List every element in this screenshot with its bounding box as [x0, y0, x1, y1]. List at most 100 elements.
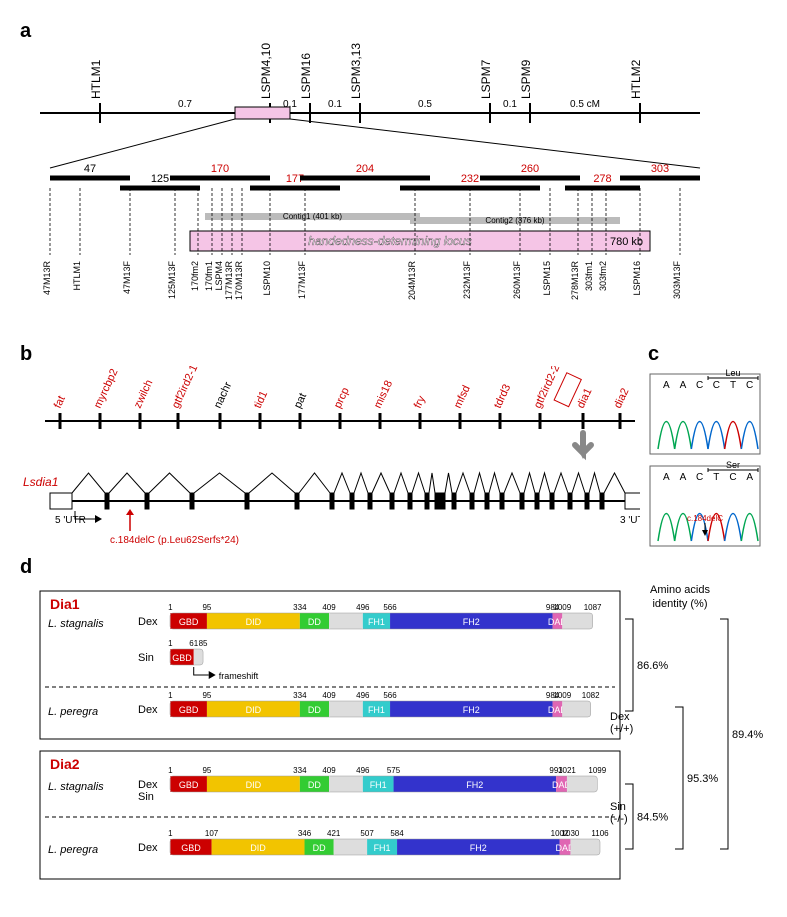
svg-text:334: 334 [293, 603, 307, 612]
svg-text:FH2: FH2 [463, 705, 480, 715]
svg-text:177M13F: 177M13F [297, 261, 307, 300]
svg-text:LSPM16: LSPM16 [632, 261, 642, 296]
svg-text:A: A [663, 380, 670, 391]
panel-c-label: c [648, 343, 659, 365]
svg-text:575: 575 [387, 766, 401, 775]
svg-text:DID: DID [246, 780, 262, 790]
svg-text:nachr: nachr [212, 380, 235, 410]
svg-text:L. stagnalis: L. stagnalis [48, 781, 104, 793]
svg-text:47M13R: 47M13R [42, 261, 52, 296]
svg-text:pat: pat [292, 391, 309, 410]
svg-text:gtf2ird2-1: gtf2ird2-1 [170, 366, 201, 410]
svg-text:170fm2: 170fm2 [190, 261, 200, 291]
svg-text:T: T [713, 472, 719, 483]
svg-text:GBD: GBD [179, 780, 199, 790]
svg-text:L. peregra: L. peregra [48, 844, 98, 856]
svg-text:204M13R: 204M13R [407, 261, 417, 301]
svg-text:85: 85 [199, 639, 208, 648]
panel-b: b fatmyrcbp2zwilchgtf2ird2-1nachrtid1pat… [20, 343, 640, 556]
svg-text:FH2: FH2 [463, 617, 480, 627]
svg-text:FH1: FH1 [370, 780, 387, 790]
svg-text:95: 95 [202, 766, 211, 775]
svg-text:myrcbp2: myrcbp2 [92, 367, 121, 410]
panel-a-svg: HTLM1LSPM4,10,15LSPM16LSPM3,13LSPM7LSPM9… [20, 43, 767, 343]
svg-text:A: A [680, 472, 687, 483]
svg-text:Sin: Sin [138, 652, 154, 664]
svg-text:fry: fry [412, 394, 428, 411]
svg-text:0.1: 0.1 [328, 99, 342, 110]
svg-text:303: 303 [651, 163, 669, 175]
svg-text:5 'UTR: 5 'UTR [55, 515, 86, 526]
svg-text:507: 507 [360, 829, 374, 838]
svg-text:0.1: 0.1 [503, 99, 517, 110]
svg-text:260M13F: 260M13F [512, 261, 522, 300]
svg-text:c.184delC: c.184delC [687, 514, 723, 523]
svg-text:gtf2ird2-2: gtf2ird2-2 [532, 366, 563, 410]
svg-text:496: 496 [356, 691, 370, 700]
svg-text:47M13F: 47M13F [122, 261, 132, 295]
svg-text:89.4%: 89.4% [732, 729, 763, 741]
svg-text:170M13R: 170M13R [234, 261, 244, 301]
svg-text:handedness-determining locus: handedness-determining locus [308, 234, 471, 248]
svg-text:1009: 1009 [553, 603, 571, 612]
svg-text:61: 61 [189, 639, 198, 648]
svg-text:421: 421 [327, 829, 341, 838]
svg-text:DID: DID [250, 843, 266, 853]
svg-text:LSPM15: LSPM15 [542, 261, 552, 296]
svg-text:FH1: FH1 [368, 617, 385, 627]
panel-d: d Amino acidsidentity (%)Dia1Dia2L. stag… [20, 556, 767, 889]
svg-text:LSPM4: LSPM4 [214, 261, 224, 291]
svg-text:T: T [730, 380, 736, 391]
svg-text:mfsd: mfsd [452, 384, 473, 411]
svg-text:566: 566 [383, 603, 397, 612]
svg-text:FH2: FH2 [470, 843, 487, 853]
svg-text:409: 409 [322, 691, 336, 700]
svg-text:Ser: Ser [726, 460, 740, 470]
svg-text:Contig2 (376 kb): Contig2 (376 kb) [485, 216, 544, 225]
svg-text:frameshift: frameshift [219, 671, 259, 681]
svg-text:1099: 1099 [588, 766, 606, 775]
svg-text:95: 95 [202, 603, 211, 612]
svg-text:177M13R: 177M13R [224, 261, 234, 301]
panel-b-label: b [20, 343, 32, 365]
svg-text:HTLM1: HTLM1 [89, 59, 103, 99]
svg-text:Dex: Dex [138, 779, 158, 791]
svg-text:232: 232 [461, 173, 479, 185]
panel-d-label: d [20, 556, 32, 578]
svg-text:1: 1 [168, 603, 173, 612]
svg-text:278: 278 [593, 173, 611, 185]
svg-text:Contig1 (401 kb): Contig1 (401 kb) [283, 212, 342, 221]
svg-text:1082: 1082 [582, 691, 600, 700]
svg-text:fat: fat [52, 394, 68, 410]
svg-text:1030: 1030 [562, 829, 580, 838]
svg-text:125: 125 [151, 173, 169, 185]
svg-text:409: 409 [322, 766, 336, 775]
svg-text:DD: DD [308, 617, 321, 627]
svg-text:170: 170 [211, 163, 229, 175]
svg-text:tdrd3: tdrd3 [492, 382, 513, 410]
svg-text:LSPM3,13: LSPM3,13 [349, 43, 363, 99]
svg-text:LSPM10: LSPM10 [262, 261, 272, 296]
svg-text:DD: DD [308, 780, 321, 790]
svg-text:Dex: Dex [138, 842, 158, 854]
svg-text:A: A [663, 472, 670, 483]
svg-text:1: 1 [168, 639, 173, 648]
panel-c: c AACCTCLeuAACTCASerc.184delC [648, 343, 763, 556]
svg-text:C: C [746, 380, 753, 391]
svg-text:0.7: 0.7 [178, 99, 192, 110]
svg-text:566: 566 [383, 691, 397, 700]
svg-text:Dia2: Dia2 [50, 756, 80, 772]
svg-text:A: A [680, 380, 687, 391]
svg-text:170fm1: 170fm1 [204, 261, 214, 291]
svg-text:LSPM9: LSPM9 [519, 59, 533, 99]
svg-text:FH2: FH2 [466, 780, 483, 790]
svg-text:dia2: dia2 [612, 386, 632, 410]
svg-text:1106: 1106 [591, 829, 609, 838]
svg-text:496: 496 [356, 766, 370, 775]
svg-text:303M13F: 303M13F [672, 261, 682, 300]
svg-text:204: 204 [356, 163, 374, 175]
svg-text:GBD: GBD [179, 617, 199, 627]
svg-text:95: 95 [202, 691, 211, 700]
svg-text:3 'UTR: 3 'UTR [620, 515, 640, 526]
panel-a-label: a [20, 20, 31, 42]
